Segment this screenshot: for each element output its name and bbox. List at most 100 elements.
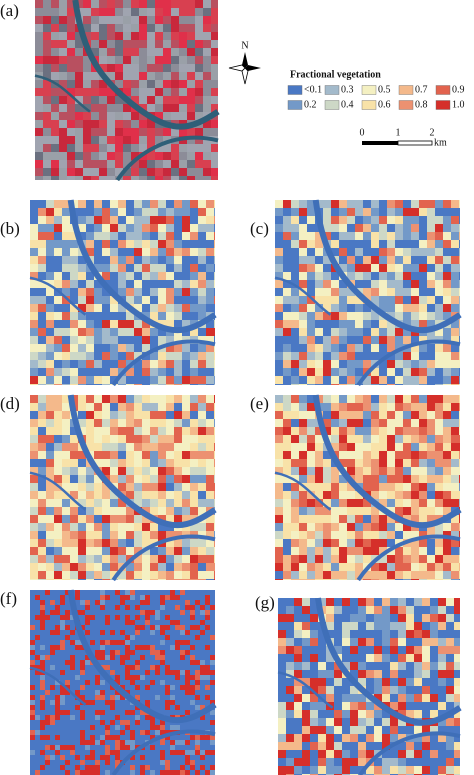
pixel-block bbox=[203, 72, 211, 80]
pixel-block bbox=[118, 264, 126, 272]
pixel-block bbox=[35, 40, 43, 48]
pixel-block bbox=[62, 264, 70, 272]
pixel-block bbox=[427, 256, 435, 264]
pixel-block bbox=[355, 344, 363, 352]
pixel-block bbox=[60, 625, 65, 630]
pixel-block bbox=[347, 200, 355, 208]
pixel-block bbox=[30, 296, 38, 304]
pixel-block bbox=[94, 419, 102, 427]
pixel-block bbox=[85, 590, 90, 595]
pixel-block bbox=[180, 635, 185, 640]
pixel-block bbox=[40, 595, 45, 600]
pixel-block bbox=[62, 491, 70, 499]
pixel-block bbox=[50, 630, 55, 635]
pixel-block bbox=[302, 638, 310, 646]
pixel-block bbox=[55, 680, 60, 685]
pixel-block bbox=[411, 304, 419, 312]
pixel-block bbox=[131, 136, 139, 144]
pixel-block bbox=[78, 491, 86, 499]
pixel-block bbox=[140, 710, 145, 715]
pixel-block bbox=[120, 725, 125, 730]
pixel-block bbox=[120, 670, 125, 675]
pixel-block bbox=[275, 515, 283, 523]
pixel-block bbox=[30, 272, 38, 280]
pixel-block bbox=[203, 8, 211, 16]
pixel-block bbox=[130, 725, 135, 730]
pixel-block bbox=[35, 16, 43, 24]
pixel-block bbox=[126, 459, 134, 467]
pixel-block bbox=[110, 499, 118, 507]
pixel-block bbox=[50, 685, 55, 690]
pixel-block bbox=[165, 685, 170, 690]
pixel-block bbox=[62, 563, 70, 571]
pixel-block bbox=[155, 765, 160, 770]
pixel-block bbox=[275, 555, 283, 563]
pixel-block bbox=[454, 598, 460, 606]
pixel-block bbox=[107, 176, 115, 180]
pixel-block bbox=[411, 248, 419, 256]
pixel-block bbox=[438, 750, 446, 758]
pixel-block bbox=[135, 590, 140, 595]
pixel-block bbox=[150, 360, 158, 368]
pixel-block bbox=[459, 467, 460, 475]
pixel-block bbox=[310, 614, 318, 622]
pixel-block bbox=[80, 595, 85, 600]
pixel-block bbox=[40, 730, 45, 735]
pixel-block bbox=[203, 128, 211, 136]
pixel-block bbox=[350, 598, 358, 606]
pixel-block bbox=[50, 650, 55, 655]
pixel-block bbox=[190, 675, 195, 680]
pixel-block bbox=[403, 272, 411, 280]
pixel-block bbox=[395, 411, 403, 419]
pixel-block bbox=[414, 710, 422, 718]
pixel-block bbox=[59, 72, 67, 80]
pixel-block bbox=[67, 112, 75, 120]
pixel-block bbox=[198, 352, 206, 360]
pixel-block bbox=[195, 690, 200, 695]
pixel-block bbox=[185, 675, 190, 680]
pixel-block bbox=[211, 152, 218, 160]
pixel-block bbox=[323, 483, 331, 491]
pixel-block bbox=[200, 640, 205, 645]
pixel-block bbox=[86, 419, 94, 427]
pixel-block bbox=[419, 200, 427, 208]
pixel-block bbox=[339, 216, 347, 224]
pixel-block bbox=[140, 720, 145, 725]
pixel-block bbox=[331, 523, 339, 531]
pixel-block bbox=[179, 48, 187, 56]
pixel-block bbox=[30, 336, 38, 344]
pixel-block bbox=[414, 646, 422, 654]
pixel-block bbox=[454, 630, 460, 638]
pixel-block bbox=[86, 555, 94, 563]
pixel-block bbox=[299, 491, 307, 499]
pixel-block bbox=[110, 523, 118, 531]
pixel-block bbox=[70, 715, 75, 720]
pixel-block bbox=[414, 742, 422, 750]
pixel-block bbox=[35, 56, 43, 64]
pixel-block bbox=[307, 232, 315, 240]
pixel-block bbox=[99, 56, 107, 64]
pixel-block bbox=[200, 700, 205, 705]
legend-swatch bbox=[398, 85, 414, 95]
pixel-block bbox=[403, 256, 411, 264]
pixel-block bbox=[35, 755, 40, 760]
pixel-block bbox=[78, 336, 86, 344]
pixel-block bbox=[142, 395, 150, 403]
pixel-block bbox=[155, 630, 160, 635]
pixel-block bbox=[110, 352, 118, 360]
pixel-block bbox=[205, 625, 210, 630]
pixel-block bbox=[459, 555, 460, 563]
pixel-block bbox=[363, 240, 371, 248]
pixel-block bbox=[35, 96, 43, 104]
pixel-block bbox=[200, 625, 205, 630]
pixel-block bbox=[294, 622, 302, 630]
pixel-block bbox=[163, 160, 171, 168]
pixel-block bbox=[451, 491, 459, 499]
pixel-block bbox=[363, 419, 371, 427]
pixel-block bbox=[411, 264, 419, 272]
pixel-block bbox=[94, 336, 102, 344]
pixel-block bbox=[94, 435, 102, 443]
pixel-block bbox=[414, 678, 422, 686]
pixel-block bbox=[355, 328, 363, 336]
pixel-block bbox=[170, 685, 175, 690]
